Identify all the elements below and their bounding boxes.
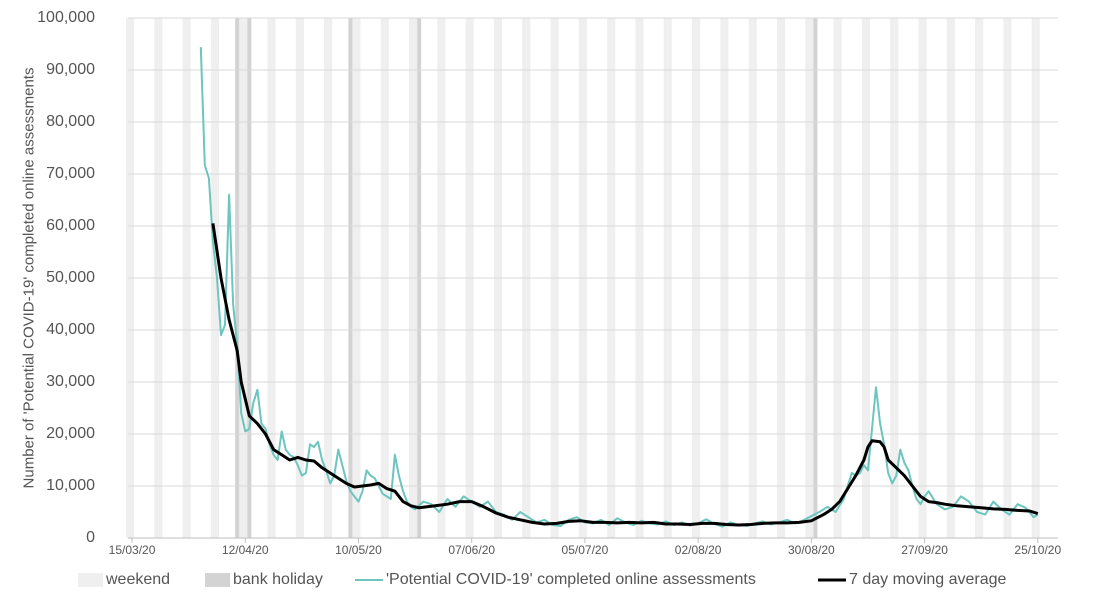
x-tick-label: 12/04/20 xyxy=(222,543,269,557)
y-tick-label: 60,000 xyxy=(46,217,95,234)
x-tick-label: 10/05/20 xyxy=(335,543,382,557)
y-tick-label: 80,000 xyxy=(46,113,95,130)
legend-label: 'Potential COVID-19' completed online as… xyxy=(386,571,756,588)
y-axis-title: Number of 'Potential COVID-19' completed… xyxy=(20,67,38,489)
x-tick-label: 25/10/20 xyxy=(1014,543,1061,557)
y-tick-label: 0 xyxy=(86,529,95,546)
y-tick-label: 100,000 xyxy=(37,9,95,26)
legend-swatch xyxy=(205,573,230,587)
y-tick-label: 70,000 xyxy=(46,165,95,182)
x-tick-label: 30/08/20 xyxy=(788,543,835,557)
y-tick-label: 90,000 xyxy=(46,61,95,78)
series-line xyxy=(199,47,1039,528)
legend-label: weekend xyxy=(105,571,170,588)
x-tick-label: 07/06/20 xyxy=(448,543,495,557)
legend-label: 7 day moving average xyxy=(849,571,1007,588)
x-tick-label: 02/08/20 xyxy=(675,543,722,557)
y-tick-label: 30,000 xyxy=(46,373,95,390)
series-line xyxy=(211,223,1039,527)
y-tick-label: 50,000 xyxy=(46,269,95,286)
x-tick-label: 15/03/20 xyxy=(109,543,156,557)
legend-swatch xyxy=(78,573,103,587)
x-tick-label: 05/07/20 xyxy=(562,543,609,557)
y-tick-label: 40,000 xyxy=(46,321,95,338)
y-tick-label: 20,000 xyxy=(46,425,95,442)
legend-label: bank holiday xyxy=(233,571,323,588)
x-tick-label: 27/09/20 xyxy=(901,543,948,557)
y-tick-label: 10,000 xyxy=(46,477,95,494)
